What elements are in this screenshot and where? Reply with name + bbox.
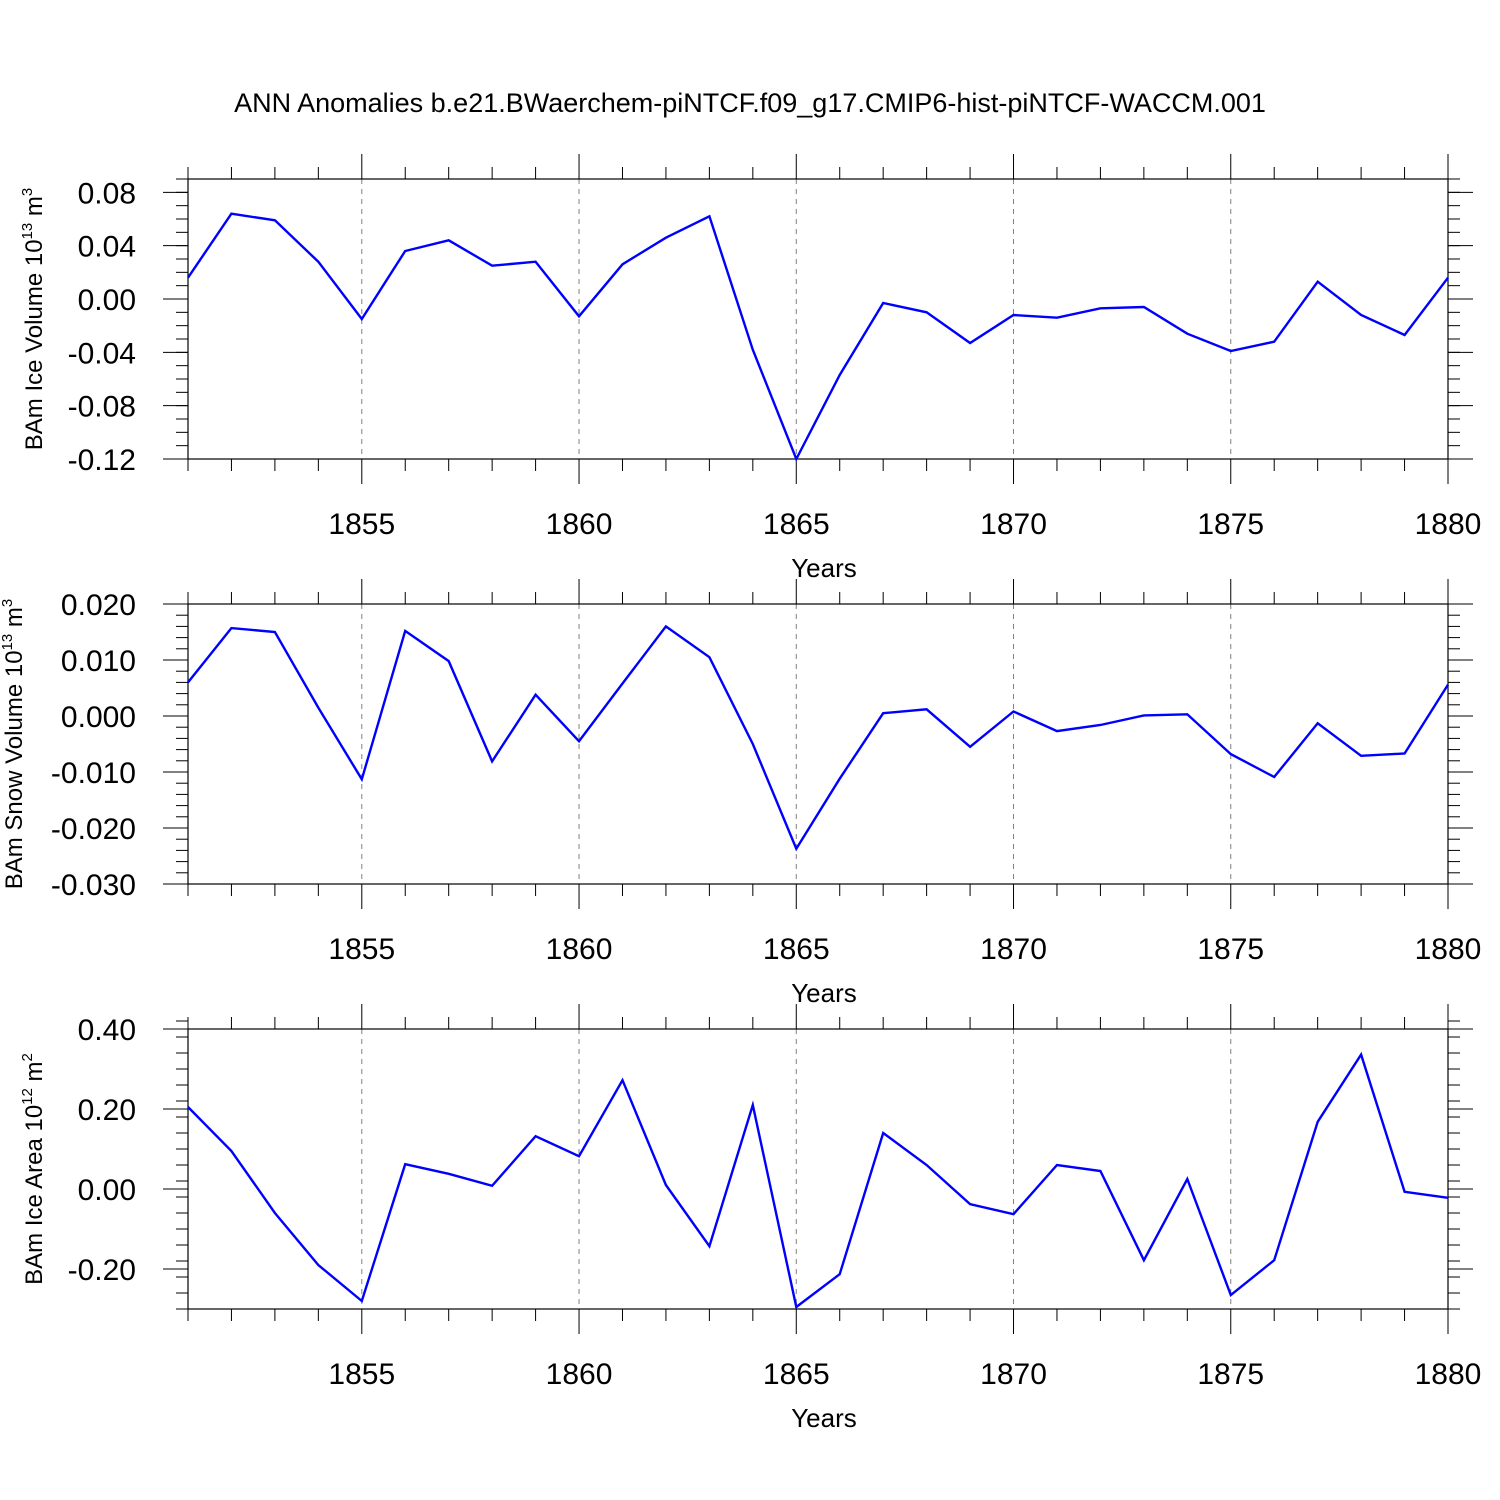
x-axis-label: Years (791, 553, 857, 583)
x-tick-label: 1870 (980, 508, 1047, 541)
y-tick-label: 0.00 (78, 284, 136, 317)
x-tick-label: 1880 (1415, 933, 1482, 966)
chart-panel-3: 1855 1860 1865 1870 1875 1880 -0.20 0.00 0.20 0.4… (19, 1004, 1481, 1433)
y-tick-label: -0.20 (68, 1254, 136, 1287)
x-tick-label: 1855 (328, 508, 395, 541)
x-tick-label: 1855 (328, 1358, 395, 1391)
y-axis-label: BAm Snow Volume 1013 m3 (0, 599, 28, 890)
y-tick-label: 0.010 (61, 645, 136, 678)
y-axis-label-text: BAm Ice Volume 10 (21, 239, 48, 450)
x-tick-label: 1880 (1415, 1358, 1482, 1391)
series-line-1 (187, 624, 1450, 852)
y-axis-label-text: BAm Snow Volume 10 (1, 650, 28, 889)
chart-panel-2: 1855 1860 1865 1870 1875 1880 -0.030 -0.020 -0.0… (0, 579, 1481, 1008)
y-axis-label-exponent: 12 (19, 1088, 36, 1105)
plot-frame (187, 603, 1449, 885)
y-tick-label: 0.00 (78, 1174, 136, 1207)
x-tick-label: 1865 (763, 508, 830, 541)
y-tick-label: -0.010 (51, 757, 136, 790)
y-tick-label: 0.40 (78, 1014, 136, 1047)
y-tick-label: -0.030 (51, 869, 136, 902)
plot-frame (187, 178, 1449, 460)
x-tick-label: 1875 (1197, 508, 1264, 541)
y-axis-label: BAm Ice Area 1012 m2 (19, 1053, 48, 1285)
y-tick-label: 0.08 (78, 177, 136, 210)
y-axis-label-unit-exponent: 2 (19, 1053, 36, 1061)
x-tick-label: 1865 (763, 933, 830, 966)
x-tick-label: 1870 (980, 933, 1047, 966)
x-tick-label: 1865 (763, 1358, 830, 1391)
y-tick-label: 0.000 (61, 701, 136, 734)
y-axis-label-unit: m (21, 1061, 48, 1088)
y-axis-label-exponent: 13 (19, 223, 36, 240)
y-tick-label: -0.12 (68, 444, 136, 477)
y-tick-label: -0.08 (68, 391, 136, 424)
x-axis-label: Years (791, 978, 857, 1008)
x-tick-label: 1870 (980, 1358, 1047, 1391)
chart-panel-1: 1855 1860 1865 1870 1875 1880 -0.12 -0.08 -0.04 0… (19, 154, 1481, 583)
y-axis-label-unit: m (1, 607, 28, 634)
y-tick-label: 0.04 (78, 231, 136, 264)
x-tick-label: 1860 (546, 1358, 613, 1391)
y-tick-label: -0.020 (51, 813, 136, 846)
y-axis-label-unit: m (21, 196, 48, 223)
y-axis-label: BAm Ice Volume 1013 m3 (19, 188, 48, 450)
y-axis-label-unit-exponent: 3 (0, 599, 16, 607)
y-tick-label: -0.04 (68, 337, 136, 370)
series-line-1 (187, 1051, 1449, 1310)
y-axis-label-unit-exponent: 3 (19, 188, 36, 196)
x-tick-label: 1875 (1197, 933, 1264, 966)
x-tick-label: 1880 (1415, 508, 1482, 541)
x-tick-label: 1860 (546, 933, 613, 966)
y-axis-label-exponent: 13 (0, 634, 16, 651)
y-axis-label-text: BAm Ice Area 10 (21, 1105, 48, 1285)
x-tick-label: 1875 (1197, 1358, 1264, 1391)
x-tick-label: 1860 (546, 508, 613, 541)
x-axis-label: Years (791, 1403, 857, 1433)
plot-frame (187, 1028, 1449, 1310)
x-tick-label: 1855 (328, 933, 395, 966)
y-tick-label: 0.020 (61, 589, 136, 622)
series-line-1 (187, 212, 1449, 462)
figure-title: ANN Anomalies b.e21.BWaerchem-piNTCF.f09… (234, 88, 1266, 118)
y-tick-label: 0.20 (78, 1094, 136, 1127)
